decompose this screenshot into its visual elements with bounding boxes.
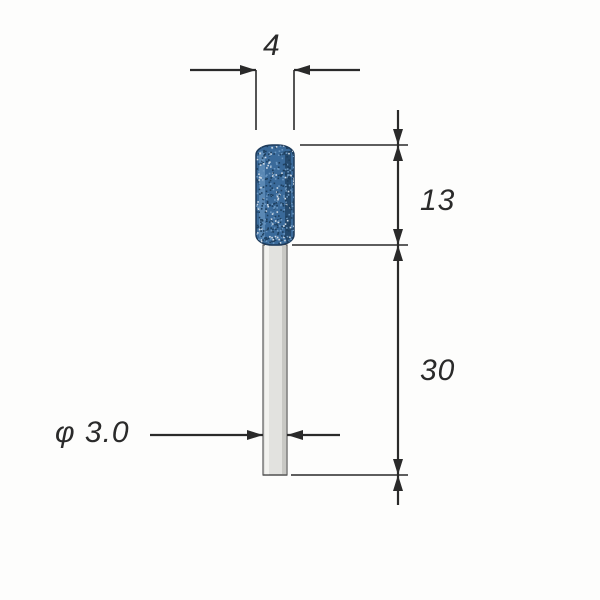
dimension-label: 30 <box>420 354 455 387</box>
dimension-label: 13 <box>420 184 455 217</box>
dimension-label: 4 <box>263 29 281 62</box>
dimension-label: φ 3.0 <box>55 416 130 449</box>
